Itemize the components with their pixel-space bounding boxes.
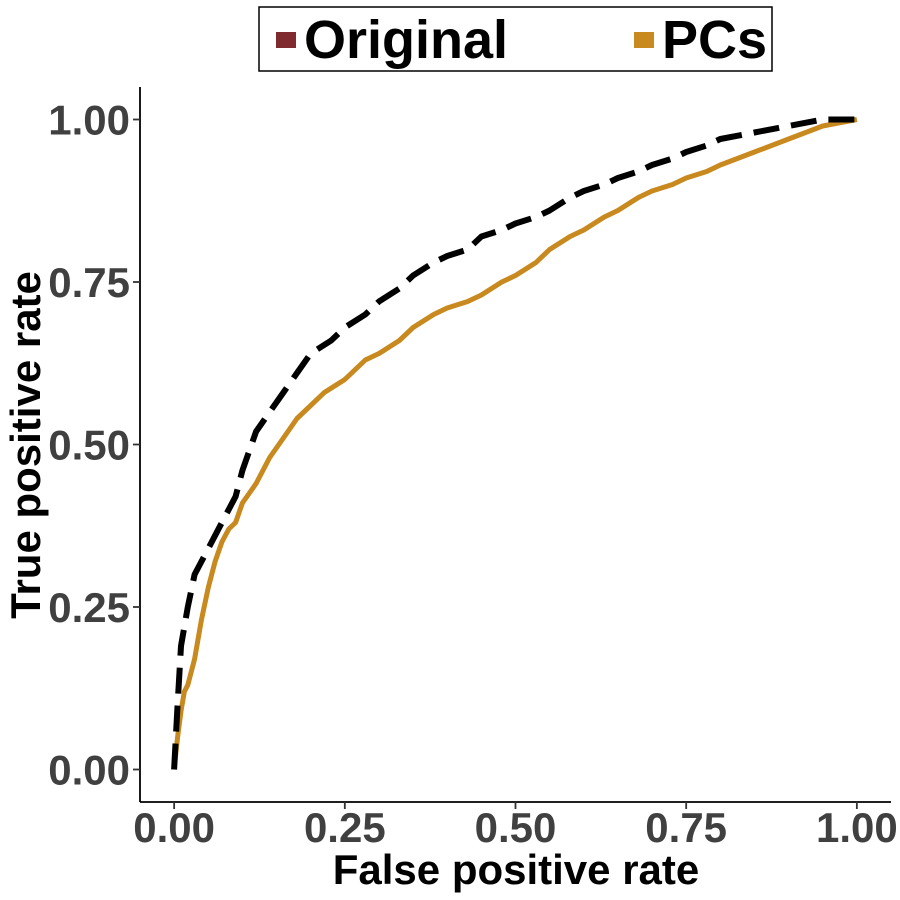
legend-key-pcs [634,32,654,48]
series-line-dashed [171,116,857,770]
y-tick-label: 0.25 [48,584,130,631]
x-tick-label: 0.00 [133,804,215,851]
x-tick-label: 0.75 [645,804,727,851]
legend-label-original: Original [304,10,508,70]
y-tick-label: 1.00 [48,97,130,144]
y-tick-label: 0.00 [48,747,130,794]
series-line-pcs [171,117,858,770]
x-tick-label: 1.00 [816,804,898,851]
y-tick-label: 0.50 [48,422,130,469]
x-tick-label: 0.50 [475,804,557,851]
legend-label-pcs: PCs [662,10,767,70]
legend-box [258,6,773,72]
x-tick-label: 0.25 [304,804,386,851]
y-tick-label: 0.75 [48,259,130,306]
x-axis-title: False positive rate [333,846,700,893]
y-axis-title: True positive rate [2,271,49,619]
legend: Original PCs [258,6,773,72]
legend-key-original [276,32,296,48]
